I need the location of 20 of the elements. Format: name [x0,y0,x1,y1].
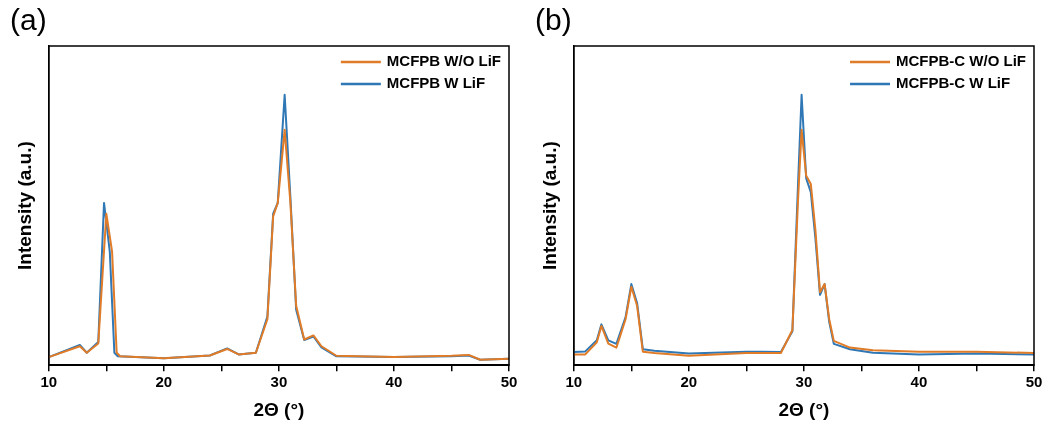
x-tick-label: 20 [155,373,173,391]
legend-label: MCFPB-C W LiF [896,74,1011,92]
x-axis-title: 2Θ (°) [253,398,305,420]
legend-label: MCFPB W LiF [386,74,486,92]
chart-title: (b) [535,3,572,37]
x-tick-label: 10 [40,373,58,391]
x-axis-title: 2Θ (°) [778,398,830,420]
x-tick-label: 30 [270,373,288,391]
legend-label: MCFPB-C W/O LiF [896,52,1027,70]
x-tick-label: 50 [500,373,518,391]
x-tick-label: 10 [565,373,583,391]
x-tick-label: 40 [385,373,403,391]
x-tick-label: 30 [795,373,813,391]
chart-title: (a) [10,3,47,37]
x-tick-label: 50 [1025,373,1043,391]
legend-label: MCFPB W/O LiF [386,52,502,70]
y-axis-title: Intensity (a.u.) [538,141,560,270]
y-axis-title: Intensity (a.u.) [13,141,35,270]
x-tick-label: 20 [680,373,698,391]
x-tick-label: 40 [910,373,928,391]
